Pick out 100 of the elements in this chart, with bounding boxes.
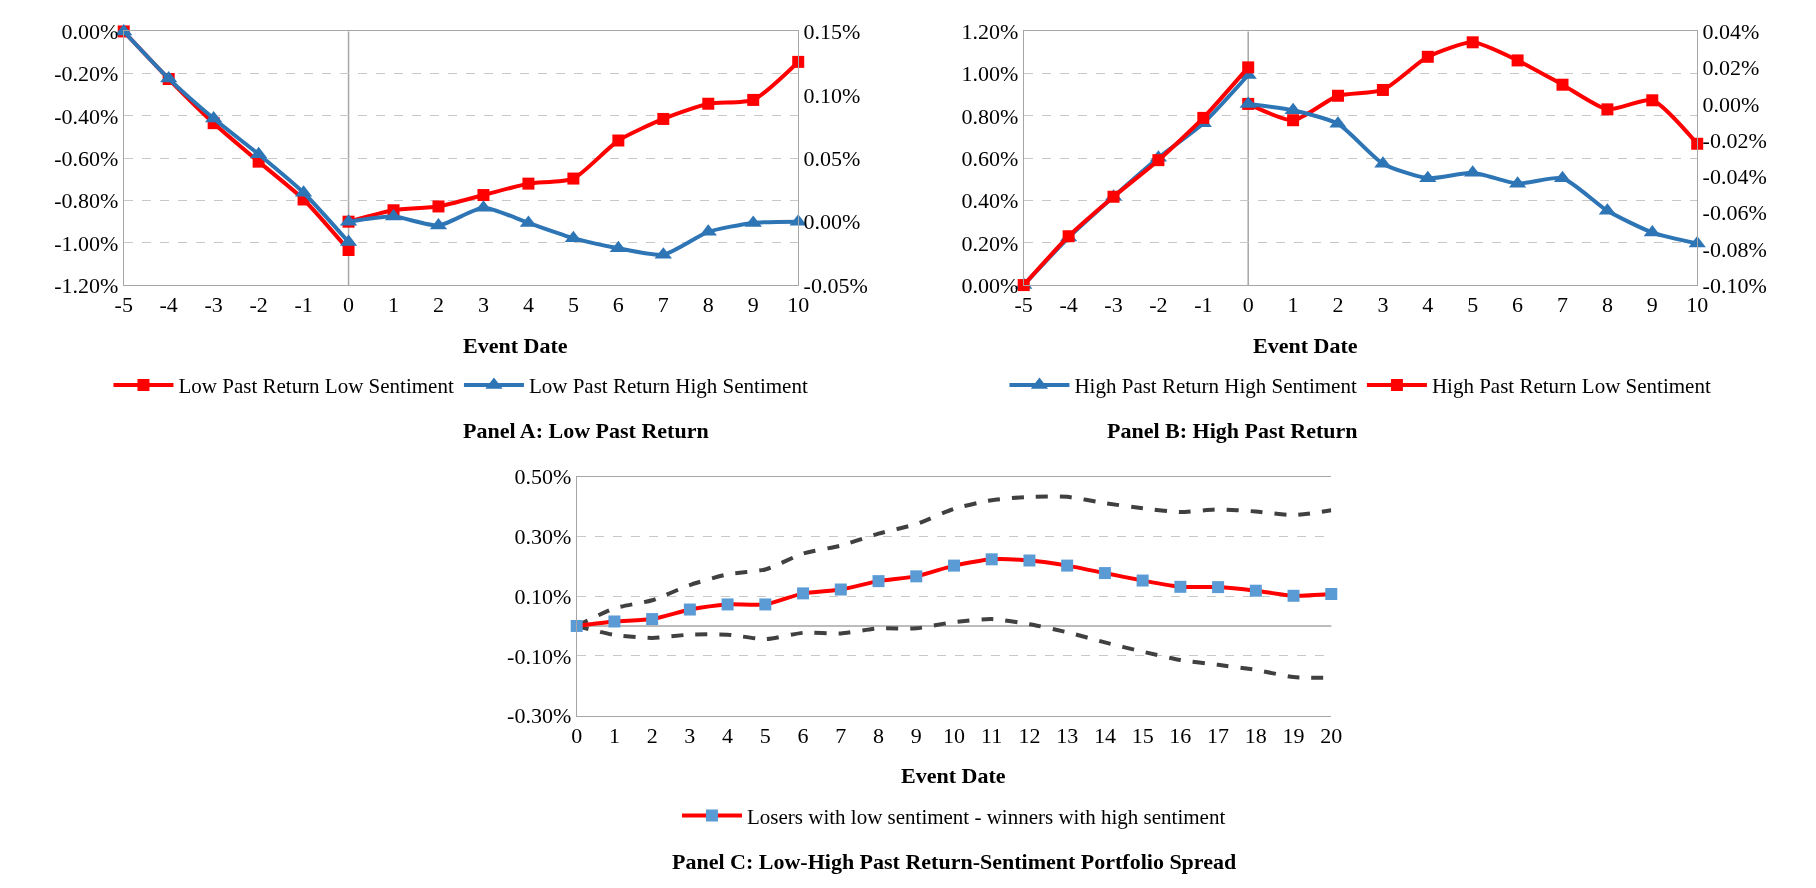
x-tick-label: -2 — [249, 292, 268, 318]
y-tick-label: 0.40% — [961, 188, 1019, 214]
legend-label: Low Past Return Low Sentiment — [178, 374, 454, 399]
text: Panel B: High Past Return — [1107, 418, 1358, 443]
point — [1098, 567, 1111, 580]
x-tick-label: 0 — [343, 292, 355, 318]
point — [608, 615, 621, 628]
point — [522, 177, 535, 190]
y-tick-label: 0.60% — [961, 145, 1019, 171]
point — [1601, 103, 1614, 116]
y2-tick-label: 0.10% — [803, 82, 861, 108]
x-tick-label: -3 — [204, 292, 223, 318]
x-axis-title: Event Date — [901, 763, 1006, 788]
y2-tick-label: 0.04% — [1702, 19, 1760, 45]
y2-tick-label: 0.15% — [803, 19, 861, 45]
x-tick-label: -2 — [1149, 292, 1168, 318]
x-tick-label: -4 — [159, 292, 178, 318]
x-tick-label: 1 — [608, 723, 620, 749]
y2-tick-label: 0.00% — [803, 209, 861, 235]
y-tick-label: -0.20% — [54, 61, 119, 87]
x-tick-label: 16 — [1169, 723, 1192, 749]
point — [872, 575, 885, 588]
point — [683, 603, 696, 616]
point — [792, 55, 805, 68]
x-tick-label: 4 — [522, 292, 534, 318]
x-tick-label: 7 — [657, 292, 669, 318]
legend-label: Losers with low sentiment - winners with high sentiment — [746, 804, 1226, 829]
x-tick-label: 19 — [1282, 723, 1305, 749]
point — [1212, 581, 1225, 594]
x-tick-label: 6 — [1512, 292, 1524, 318]
point — [1691, 137, 1704, 150]
point — [985, 553, 998, 566]
y-tick-label: -0.80% — [54, 188, 119, 214]
x-tick-label: 3 — [684, 723, 696, 749]
point — [1421, 50, 1434, 63]
point — [747, 93, 760, 106]
x-tick-label: 8 — [873, 723, 885, 749]
x-tick-label: 2 — [432, 292, 444, 318]
x-tick-label: 7 — [835, 723, 847, 749]
point — [759, 598, 772, 611]
x-tick-label: 10 — [942, 723, 965, 749]
x-tick-label: 6 — [612, 292, 624, 318]
y-tick-label: -0.40% — [54, 103, 119, 129]
point — [947, 559, 960, 572]
x-tick-label: 5 — [1467, 292, 1479, 318]
y2-tick-label: 0.00% — [1702, 91, 1760, 117]
point — [432, 200, 445, 213]
x-tick-label: 3 — [1377, 292, 1389, 318]
y-tick-label: 1.00% — [961, 61, 1019, 87]
point — [1332, 89, 1344, 102]
x-tick-label: 20 — [1320, 723, 1343, 749]
x-tick-label: 5 — [759, 723, 771, 749]
y-tick-label: 0.80% — [961, 103, 1019, 129]
point — [910, 570, 923, 583]
point — [1511, 54, 1524, 67]
x-tick-label: 9 — [910, 723, 922, 749]
y2-tick-label: -0.06% — [1702, 200, 1767, 226]
point — [1061, 559, 1074, 572]
y2-tick-label: -0.02% — [1702, 127, 1767, 153]
legend-label: High Past Return Low Sentiment — [1431, 374, 1711, 399]
text: Panel C: Low-High Past Return-Sentiment Portfolio Spread — [672, 849, 1237, 874]
point — [721, 598, 734, 611]
x-tick-label: 7 — [1557, 292, 1568, 318]
point — [1242, 61, 1255, 74]
text: Panel A: Low Past Return — [463, 418, 709, 443]
point — [567, 172, 580, 185]
x-tick-label: 8 — [1601, 292, 1613, 318]
point — [834, 583, 847, 596]
x-tick-label: 5 — [567, 292, 579, 318]
x-tick-label: 3 — [477, 292, 489, 318]
x-tick-label: -4 — [1059, 292, 1078, 318]
y-tick-label: 0.20% — [961, 230, 1019, 256]
x-tick-label: 13 — [1056, 723, 1079, 749]
x-tick-label: 18 — [1244, 723, 1267, 749]
y2-tick-label: -0.04% — [1702, 164, 1767, 190]
y-tick-label: 0.00% — [61, 19, 119, 45]
point — [702, 97, 715, 110]
x-axis-title: Event Date — [1253, 333, 1358, 358]
point — [797, 587, 810, 600]
x-tick-label: 6 — [797, 723, 809, 749]
legend-label: High Past Return High Sentiment — [1074, 374, 1357, 399]
point — [1287, 589, 1300, 602]
x-tick-label: -1 — [1194, 292, 1213, 318]
x-tick-label: 2 — [646, 723, 658, 749]
point — [1174, 580, 1187, 593]
point — [657, 112, 670, 125]
x-tick-label: 4 — [722, 723, 734, 749]
x-tick-label: -3 — [1104, 292, 1123, 318]
x-tick-label: 14 — [1093, 723, 1116, 749]
y-tick-label: 1.20% — [961, 19, 1019, 45]
point — [1376, 83, 1389, 96]
y2-tick-label: -0.08% — [1702, 236, 1767, 262]
x-tick-label: 0 — [571, 723, 583, 749]
y-tick-label: 0.10% — [514, 583, 572, 609]
point — [1197, 111, 1210, 124]
point — [1287, 114, 1300, 127]
point — [1466, 36, 1479, 49]
x-tick-label: 1 — [388, 292, 400, 318]
y2-tick-label: 0.02% — [1702, 55, 1760, 81]
y-tick-label: -1.00% — [54, 230, 119, 256]
